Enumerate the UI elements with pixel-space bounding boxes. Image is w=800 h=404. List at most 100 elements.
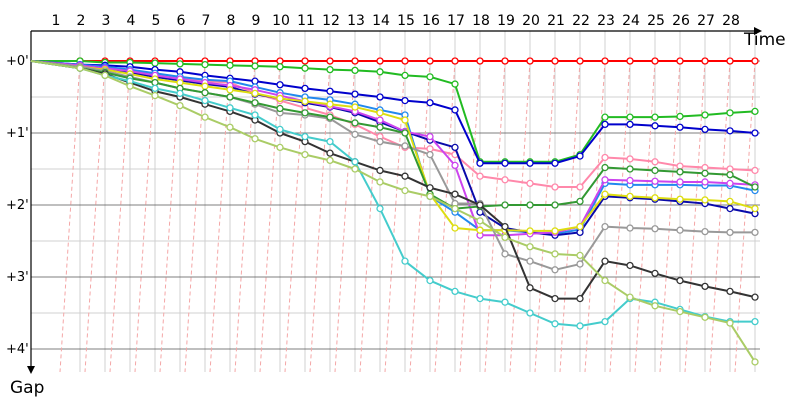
data-point: [701, 313, 709, 321]
data-point: [376, 178, 384, 186]
data-point: [651, 269, 659, 278]
pit-line: [409, 60, 431, 373]
data-point: [501, 298, 509, 306]
data-point: [726, 127, 734, 135]
data-point: [526, 243, 534, 251]
data-point: [701, 111, 709, 119]
data-point: [376, 116, 384, 124]
data-point: [701, 57, 709, 65]
data-point: [576, 228, 584, 237]
data-point: [751, 317, 759, 326]
x-tick-labels: 1 2 3 4 5 6 7 8 9 10 11 12 13 14 15 16 17 18 19 20 21 22 23 24 2…: [52, 13, 740, 29]
data-point: [376, 123, 384, 131]
data-point: [326, 100, 334, 108]
pit-line: [234, 60, 256, 373]
series-12: [30, 60, 759, 330]
pit-line: [84, 60, 106, 373]
pit-line: [159, 60, 181, 373]
x-tick-label: 28: [722, 13, 740, 29]
data-point: [726, 319, 734, 327]
data-point: [476, 172, 484, 180]
data-point: [526, 179, 534, 188]
data-point: [601, 222, 609, 231]
data-point: [726, 165, 734, 173]
data-point: [351, 57, 359, 65]
x-tick-label: 13: [347, 13, 365, 29]
x-tick-label: 18: [472, 13, 490, 29]
data-point: [551, 294, 559, 303]
x-tick-label: 15: [397, 13, 415, 29]
data-point: [626, 192, 634, 201]
pit-stop-lines: [59, 60, 756, 373]
data-point: [451, 80, 459, 88]
data-point: [626, 120, 634, 129]
pit-line: [559, 60, 581, 373]
data-point: [501, 176, 509, 184]
data-point: [676, 112, 684, 121]
data-point: [726, 204, 734, 213]
data-point: [326, 156, 334, 165]
x-tick-label: 17: [447, 13, 465, 29]
data-point: [526, 284, 534, 292]
data-point: [476, 57, 484, 65]
x-tick-label: 4: [127, 13, 136, 29]
x-tick-label: 10: [272, 13, 290, 29]
series-line: [30, 60, 756, 237]
x-tick-label: 6: [177, 13, 186, 29]
x-tick-label: 14: [372, 13, 390, 29]
data-point: [276, 57, 284, 65]
data-point: [451, 190, 459, 198]
data-point: [101, 71, 109, 80]
data-point: [726, 171, 734, 179]
data-point: [451, 224, 459, 232]
data-point: [601, 153, 609, 162]
data-point: [701, 163, 709, 172]
data-point: [751, 293, 759, 301]
series-5: [30, 60, 759, 238]
data-point: [376, 57, 384, 65]
x-tick-label: 19: [497, 13, 515, 29]
data-point: [726, 179, 734, 188]
pit-line: [734, 60, 756, 373]
data-point: [501, 250, 509, 258]
data-point: [476, 159, 484, 167]
data-point: [426, 192, 434, 201]
axis-layer: Time Gap: [10, 27, 786, 398]
data-point: [576, 260, 584, 268]
data-point: [526, 57, 534, 65]
data-point: [751, 358, 759, 366]
x-tick-label: 12: [322, 13, 340, 29]
data-point: [601, 120, 609, 129]
x-tick-label: 25: [647, 13, 665, 29]
data-point: [426, 276, 434, 285]
x-tick-label: 11: [297, 13, 315, 29]
data-point: [176, 78, 184, 87]
x-axis-arrow: [754, 27, 762, 35]
data-point: [751, 107, 759, 116]
data-point: [326, 113, 334, 121]
data-point: [201, 82, 209, 90]
data-point: [601, 113, 609, 121]
data-point: [401, 116, 409, 124]
x-tick-label: 9: [252, 13, 261, 29]
x-tick-label: 21: [547, 13, 565, 29]
pit-line: [384, 60, 406, 373]
data-point: [401, 142, 409, 150]
y-tick-label: +1': [6, 126, 29, 141]
pit-line: [684, 60, 706, 373]
data-point: [651, 177, 659, 185]
series-lines: [30, 57, 759, 366]
data-point: [426, 57, 434, 65]
x-tick-label: 26: [672, 13, 690, 29]
data-point: [426, 184, 434, 192]
data-point: [401, 129, 409, 137]
series-line: [30, 60, 755, 327]
data-point: [576, 251, 584, 260]
data-point: [651, 225, 659, 233]
data-point: [351, 158, 359, 166]
data-point: [526, 309, 534, 317]
pit-line: [434, 60, 456, 373]
data-point: [351, 66, 359, 75]
data-point: [726, 57, 734, 65]
